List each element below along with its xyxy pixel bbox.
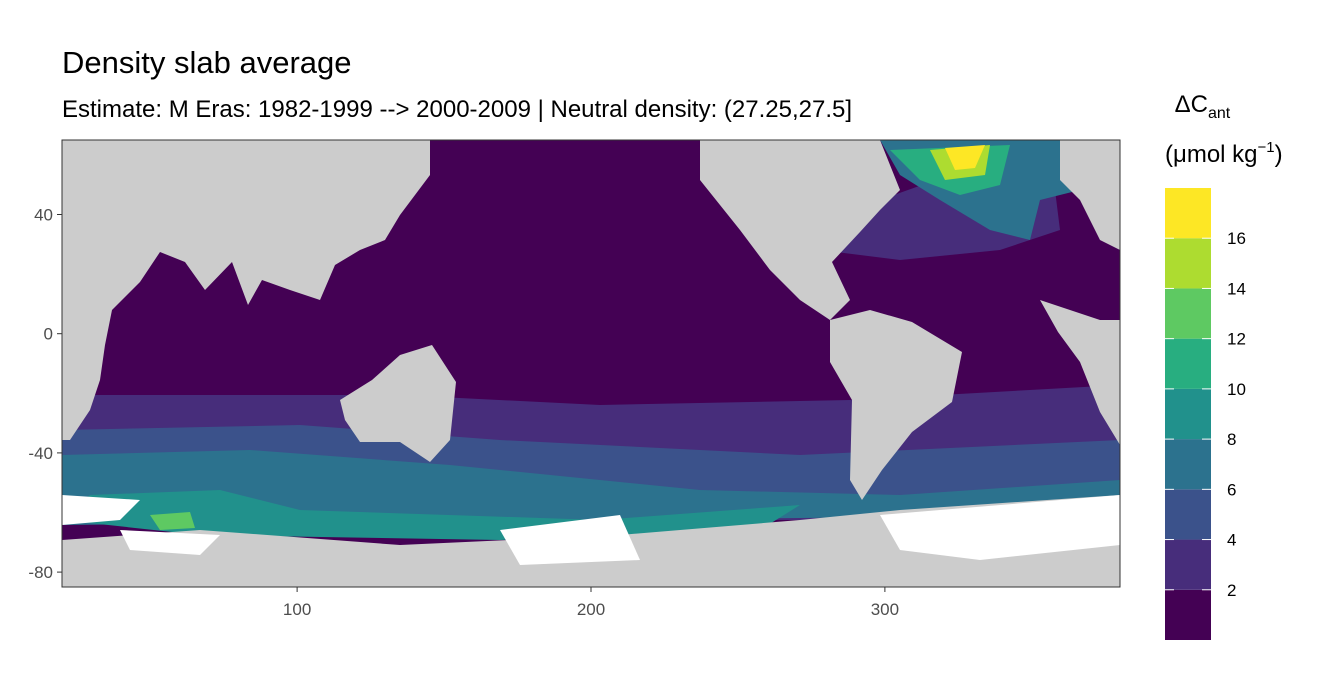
colorbar-bin [1165, 238, 1211, 289]
colorbar-bin [1165, 439, 1211, 490]
legend-title: ΔC [1175, 91, 1208, 118]
colorbar-tick-label: 2 [1227, 581, 1236, 600]
legend-unit: (μmol kg [1165, 141, 1258, 168]
field-band [150, 512, 195, 530]
colorbar-tick-label: 6 [1227, 480, 1236, 499]
colorbar-bin [1165, 388, 1211, 440]
colorbar-tick-label: 8 [1227, 430, 1236, 449]
legend-unit: (μmol kg−1) [1165, 139, 1283, 168]
x-tick-label: 100 [283, 600, 311, 619]
map [62, 140, 1120, 587]
colorbar-tick-label: 14 [1227, 279, 1246, 298]
ice-shelf [62, 495, 1120, 565]
y-tick-label: 40 [34, 206, 53, 225]
colorbar-bin [1165, 589, 1211, 640]
colorbar-bin [1165, 539, 1211, 590]
legend-unit: ) [1275, 141, 1283, 168]
legend-title: ant [1208, 105, 1231, 122]
field-band [945, 145, 985, 170]
legend-unit: −1 [1258, 139, 1275, 156]
chart-title: Density slab average [62, 45, 352, 80]
x-tick-label: 200 [577, 600, 605, 619]
y-tick-label: 0 [44, 325, 53, 344]
colorbar-tick-label: 10 [1227, 380, 1246, 399]
x-tick-label: 300 [871, 600, 899, 619]
colorbar-bin [1165, 288, 1211, 339]
colorbar-tick-label: 4 [1227, 531, 1236, 550]
y-tick-label: -80 [28, 563, 53, 582]
colorbar-tick-label: 16 [1227, 229, 1246, 248]
colorbar-bin [1165, 188, 1211, 239]
chart-subtitle: Estimate: M Eras: 1982-1999 --> 2000-200… [62, 96, 852, 123]
field-band [62, 450, 1120, 525]
y-tick-label: -40 [28, 444, 53, 463]
colorbar-bin [1165, 489, 1211, 540]
colorbar-bin [1165, 338, 1211, 389]
colorbar-tick-label: 12 [1227, 330, 1246, 349]
